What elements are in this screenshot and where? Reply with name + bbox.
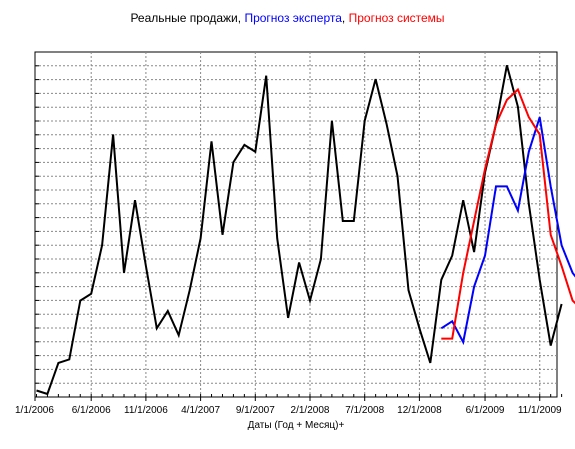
x-axis-title: Даты (Год + Месяц)+	[248, 420, 345, 431]
x-tick-label: 4/1/2007	[181, 405, 220, 416]
x-tick-label: 1/1/2006	[15, 405, 54, 416]
title-part-actual: Реальные продажи	[130, 11, 238, 25]
title-part-system: Прогноз системы	[348, 11, 445, 25]
title-separator-2: ,	[341, 11, 349, 25]
series-line-expert-forecast	[440, 116, 575, 346]
x-tick-label: 7/1/2008	[345, 405, 384, 416]
y-axis-ticks	[35, 65, 39, 384]
x-tick-label: 6/1/2006	[72, 405, 111, 416]
x-axis-ticks	[34, 394, 563, 401]
x-tick-label: 6/1/2009	[466, 405, 505, 416]
x-tick-label: 12/1/2008	[397, 405, 442, 416]
title-part-expert: Прогноз эксперта	[244, 11, 342, 25]
series-line-system-forecast	[441, 87, 575, 340]
x-tick-label: 9/1/2007	[236, 405, 275, 416]
x-tick-label: 11/1/2009	[518, 405, 562, 416]
title-separator-1: ,	[237, 11, 245, 25]
x-tick-label: 2/1/2008	[291, 405, 330, 416]
x-tick-label: 11/1/2006	[124, 405, 168, 416]
vertical-gridlines	[90, 52, 541, 397]
plot-area	[34, 51, 558, 398]
series-layer	[36, 65, 575, 396]
series-line-actual-sales	[36, 65, 563, 396]
x-tick-labels: 1/1/2006 6/1/2006 11/1/2006 4/1/2007 9/1/200…	[15, 405, 562, 416]
horizontal-gridlines	[35, 65, 557, 384]
chart-title: Реальные продажи, Прогноз эксперта, Прог…	[0, 11, 575, 25]
